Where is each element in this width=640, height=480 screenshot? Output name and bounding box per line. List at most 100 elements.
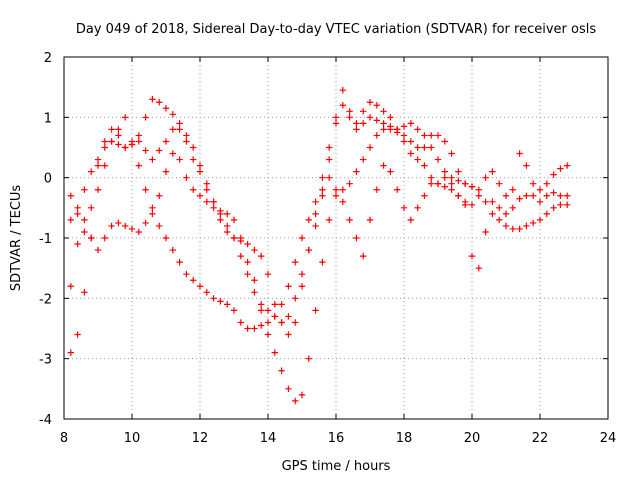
data-point [244,271,251,278]
data-point [203,289,210,296]
data-point [530,180,537,187]
y-tick-label: -1 [39,232,52,247]
data-point [67,192,74,199]
plot-frame [63,56,609,420]
data-points [67,86,571,405]
data-point [421,144,428,151]
data-point [142,219,149,227]
data-point [564,201,571,209]
data-point [298,283,306,290]
data-point [482,174,489,181]
data-point [278,301,285,308]
data-point [489,168,496,175]
data-point [366,144,374,151]
data-point [224,222,231,230]
data-point [88,234,95,242]
data-point [530,192,537,199]
data-point [400,123,408,130]
data-point [448,174,455,181]
data-point [462,201,469,209]
data-point [353,168,360,175]
data-point [278,367,285,374]
data-point [319,192,326,199]
data-point [414,144,421,151]
data-point [380,126,387,133]
data-point [94,186,102,193]
data-point [101,162,108,169]
data-point [428,144,435,151]
data-point [115,126,122,133]
data-point [360,156,367,163]
data-point [81,289,88,296]
y-tick-label: -2 [39,292,52,307]
data-point [271,349,278,356]
data-point [564,192,571,199]
data-point [400,204,408,212]
data-point [122,144,129,151]
data-point [292,258,299,266]
data-point [285,385,292,393]
data-point [468,201,476,209]
data-point [536,186,544,193]
data-point [550,171,557,178]
data-point [502,222,510,230]
data-point [190,277,197,284]
data-point [224,301,231,308]
data-point [258,307,265,314]
series-track-4 [67,126,571,405]
data-point [196,192,204,199]
data-point [203,198,210,205]
data-point [346,180,353,187]
data-point [496,180,503,187]
data-point [210,204,217,212]
data-point [292,295,299,302]
data-point [509,204,516,212]
data-point [543,192,550,199]
data-point [217,216,224,224]
data-point [319,186,326,193]
y-tick-label: 0 [44,172,52,187]
data-point [360,108,367,115]
data-point [135,132,142,139]
data-point [67,283,74,290]
chart-title: Day 049 of 2018, Sidereal Day-to-day VTE… [76,22,596,37]
data-point [434,132,442,139]
data-point [441,174,448,181]
data-point [183,271,190,278]
data-point [496,216,503,224]
data-point [264,307,272,314]
data-point [312,198,319,205]
data-point [108,222,115,230]
data-point [353,120,360,127]
data-point [346,216,353,224]
data-point [346,108,353,115]
grid-lines [64,57,608,419]
data-point [319,258,326,266]
data-point [332,186,340,193]
data-point [550,189,557,196]
data-point [346,114,353,121]
data-point [169,246,176,254]
data-point [543,210,550,218]
data-point [387,114,394,121]
data-point [217,207,224,215]
data-point [380,162,387,169]
data-point [94,156,102,163]
data-point [428,132,435,139]
data-point [292,397,299,405]
data-point [394,186,401,193]
data-point [251,325,258,332]
data-point [298,234,306,242]
data-point [108,138,115,145]
data-point [251,277,258,284]
data-point [428,174,435,181]
data-point [149,96,156,103]
data-point [162,138,170,145]
data-point [176,258,183,266]
data-point [421,162,428,169]
data-point [502,192,510,199]
data-point [135,228,142,236]
data-point [237,319,244,326]
data-point [67,349,74,356]
